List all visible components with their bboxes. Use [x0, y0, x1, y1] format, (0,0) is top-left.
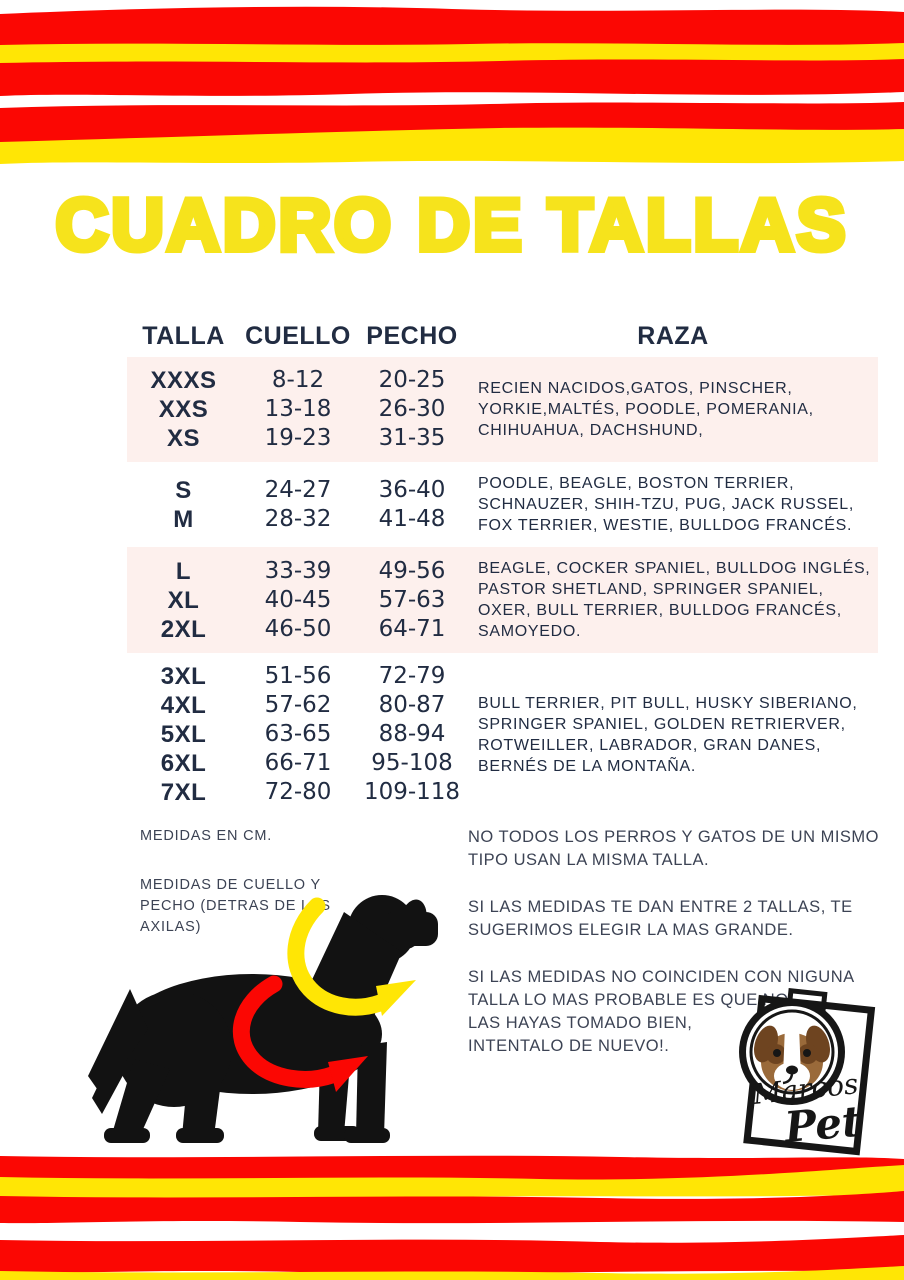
- measurement-value: 63-65: [264, 721, 332, 747]
- measurement-value: 57-62: [264, 692, 332, 718]
- top-stripes-decoration: [0, 6, 904, 164]
- measurement-value: 24-27: [264, 476, 332, 503]
- measurement-value: 49-56: [378, 557, 446, 584]
- measurement-value: 51-56: [264, 663, 332, 689]
- column-header: TALLA: [142, 322, 225, 350]
- brand-logo: Marcos Pet: [718, 982, 893, 1172]
- dog-silhouette: [88, 895, 438, 1143]
- raza-text: BEAGLE, COCKER SPANIEL, BULLDOG INGLÉS, …: [478, 560, 871, 640]
- measurement-value: 57-63: [378, 586, 446, 613]
- notes-right: NO TODOS LOS PERROS Y GATOS DE UN MISMO …: [468, 826, 892, 1082]
- raza-text: RECIEN NACIDOS,GATOS, PINSCHER, YORKIE,M…: [478, 380, 814, 439]
- note-paragraph: NO TODOS LOS PERROS Y GATOS DE UN MISMO …: [468, 828, 880, 869]
- measurement-value: 33-39: [264, 557, 332, 584]
- size-label: XXXS: [150, 367, 217, 394]
- size-label: 5XL: [160, 721, 207, 748]
- note-paragraph: MEDIDAS DE CUELLO Y PECHO (DETRAS DE LAS…: [140, 877, 331, 935]
- measurement-value: 26-30: [378, 396, 446, 422]
- size-label: XXS: [158, 396, 209, 423]
- table-header-row: TALLA CUELLO PECHO RAZA: [127, 322, 878, 357]
- bottom-stripes-decoration: [0, 1155, 904, 1280]
- measurement-value: 72-80: [264, 779, 332, 805]
- raza-text: BULL TERRIER, PIT BULL, HUSKY SIBERIANO,…: [478, 694, 858, 775]
- size-label: XS: [166, 425, 200, 452]
- note-paragraph: SI LAS MEDIDAS NO COINCIDEN CON NIGUNA T…: [468, 968, 855, 1055]
- size-label: L: [175, 557, 192, 585]
- note-paragraph: SI LAS MEDIDAS TE DAN ENTRE 2 TALLAS, TE…: [468, 898, 853, 939]
- cuello-column: 51-56 57-62 63-65 66-71 72-80: [240, 662, 356, 807]
- column-header: RAZA: [637, 322, 709, 350]
- collar-arrowhead: [376, 980, 416, 1016]
- size-label: 4XL: [160, 692, 207, 719]
- size-label: 7XL: [160, 779, 207, 806]
- size-group: S M 24-27 28-32 36-40 41-48 POODLE, BEAGLE, BO…: [127, 462, 878, 547]
- size-table: TALLA CUELLO PECHO RAZA XXXS XXS XS 8-12 13-18 1…: [127, 322, 878, 816]
- size-label: 3XL: [160, 663, 207, 690]
- measurement-value: 64-71: [378, 615, 446, 642]
- cuello-column: 33-39 40-45 46-50: [240, 556, 356, 644]
- size-group: 3XL 4XL 5XL 6XL 7XL 51-56 57-62 63-65 66-71 72-80…: [127, 653, 878, 816]
- size-label: 6XL: [160, 750, 207, 777]
- dog-measurement-illustration: [82, 884, 462, 1164]
- logo-dog-face-icon: [754, 1025, 830, 1091]
- measurement-value: 36-40: [378, 476, 446, 503]
- pecho-column: 49-56 57-63 64-71: [356, 556, 468, 644]
- measurement-value: 88-94: [378, 721, 446, 747]
- note-paragraph: MEDIDAS EN CM.: [140, 828, 273, 844]
- column-header: CUELLO: [245, 322, 351, 350]
- measurement-value: 19-23: [264, 425, 332, 451]
- logo-text-line2: Pet: [782, 1096, 864, 1152]
- measurement-value: 109-118: [363, 779, 461, 805]
- size-label: 2XL: [160, 615, 207, 643]
- measurement-value: 72-79: [378, 663, 446, 689]
- measurement-value: 46-50: [264, 615, 332, 642]
- pecho-column: 72-79 80-87 88-94 95-108 109-118: [356, 662, 468, 807]
- measurement-value: 13-18: [264, 396, 332, 422]
- size-label: M: [173, 505, 194, 533]
- size-table-groups: XXXS XXS XS 8-12 13-18 19-23 20-25 26-30 31-35 RE…: [127, 357, 878, 816]
- measurement-value: 20-25: [378, 367, 446, 393]
- chest-arrowhead: [328, 1056, 368, 1092]
- talla-column: L XL 2XL: [127, 556, 240, 644]
- size-group: L XL 2XL 33-39 40-45 46-50 49-56 57-63 64-71 BEAG…: [127, 547, 878, 653]
- size-group: XXXS XXS XS 8-12 13-18 19-23 20-25 26-30 31-35 RE…: [127, 357, 878, 462]
- measurement-value: 40-45: [264, 586, 332, 613]
- size-label: XL: [167, 586, 200, 614]
- measurement-value: 66-71: [264, 750, 332, 776]
- measurement-value: 95-108: [371, 750, 453, 776]
- raza-text: POODLE, BEAGLE, BOSTON TERRIER, SCHNAUZE…: [478, 475, 854, 534]
- talla-column: 3XL 4XL 5XL 6XL 7XL: [127, 662, 240, 807]
- chest-measure-arrow-icon: [232, 975, 341, 1088]
- cuello-column: 8-12 13-18 19-23: [240, 366, 356, 453]
- page-title: CUADRO DE TALLAS: [53, 182, 849, 269]
- size-label: S: [175, 476, 192, 504]
- column-header: PECHO: [366, 322, 458, 350]
- measurement-value: 31-35: [378, 425, 446, 451]
- measurement-value: 41-48: [378, 505, 446, 532]
- measurement-value: 28-32: [264, 505, 332, 532]
- measurement-value: 80-87: [378, 692, 446, 718]
- talla-column: XXXS XXS XS: [127, 366, 240, 453]
- cuello-column: 24-27 28-32: [240, 471, 356, 538]
- pecho-column: 36-40 41-48: [356, 471, 468, 538]
- collar-measure-arrow-icon: [287, 897, 389, 1016]
- notes-left: MEDIDAS EN CM. MEDIDAS DE CUELLO Y PECHO …: [140, 826, 375, 966]
- measurement-value: 8-12: [271, 367, 325, 393]
- pecho-column: 20-25 26-30 31-35: [356, 366, 468, 453]
